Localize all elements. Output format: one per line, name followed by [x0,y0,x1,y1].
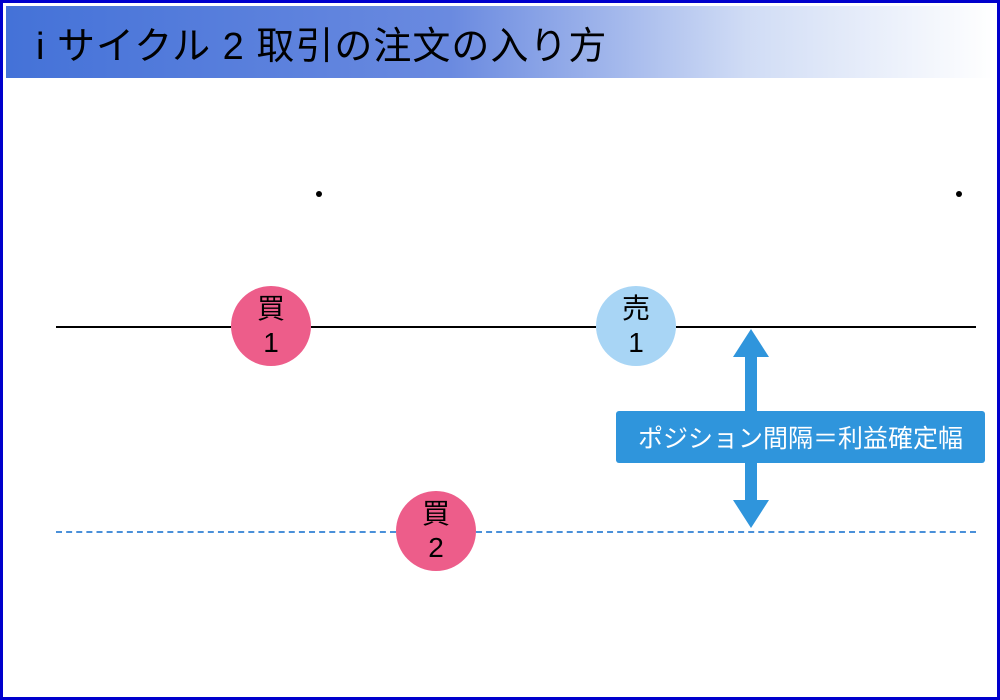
price-line-upper-seg2 [311,326,596,328]
price-line-upper-seg1 [56,326,231,328]
page-title: i サイクル 2 取引の注文の入り方 [36,15,607,70]
buy-node-2: 買 2 [396,491,476,571]
node-number: 1 [628,326,644,360]
node-label: 売 [622,292,650,326]
diagram-container: i サイクル 2 取引の注文の入り方 買 1 売 1 買 2 [0,0,1000,700]
price-line-lower-seg1 [56,531,396,533]
node-number: 2 [428,531,444,565]
node-number: 1 [263,326,279,360]
interval-label-text: ポジション間隔＝利益確定幅 [638,425,963,453]
title-bar: i サイクル 2 取引の注文の入り方 [6,6,994,78]
sell-node-1: 売 1 [596,286,676,366]
interval-label: ポジション間隔＝利益確定幅 [616,411,985,463]
node-label: 買 [257,292,285,326]
marker-1 [316,191,322,197]
price-line-lower-seg2 [476,531,976,533]
marker-2 [956,191,962,197]
node-label: 買 [422,497,450,531]
price-line-upper-seg3 [676,326,976,328]
buy-node-1: 買 1 [231,286,311,366]
diagram-area: 買 1 売 1 買 2 ポジション間隔＝利益確定幅 [6,81,994,694]
